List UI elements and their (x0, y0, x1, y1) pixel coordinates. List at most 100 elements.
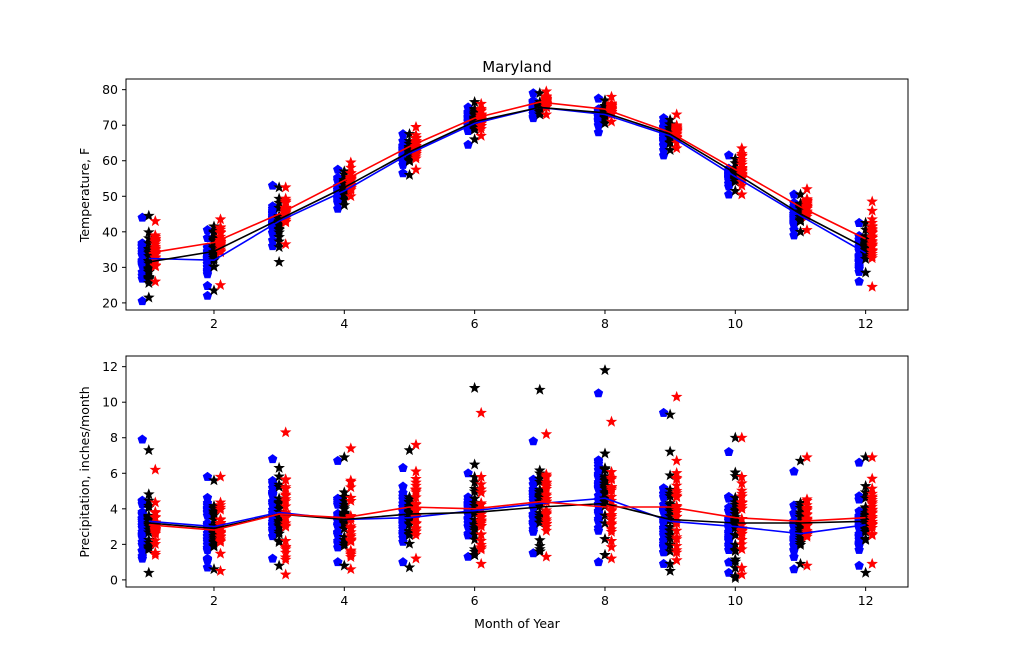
precipitation-red-point (149, 537, 162, 549)
precipitation-black-point (403, 561, 416, 573)
precipitation-red-point (345, 442, 357, 454)
temperature-red-point (345, 161, 357, 173)
temperature-x-tick-label: 4 (340, 316, 348, 331)
precipitation-black-point (534, 534, 546, 546)
precipitation-panel: 2 4 6 8 10 12 0 2 4 6 8 10 12 Precipitation, inches/… (77, 355, 909, 631)
precipitation-red-point (279, 568, 292, 580)
precipitation-blue-point (267, 454, 278, 464)
precipitation-blue-point (789, 466, 799, 476)
temperature-blue-point (593, 93, 604, 103)
temperature-red-point (410, 163, 422, 175)
precipitation-y-tick-label: 2 (110, 537, 118, 552)
temperature-red-point (670, 108, 683, 120)
precipitation-blue-point (724, 533, 734, 543)
precipitation-y-tick-label: 8 (110, 430, 118, 445)
precipitation-red-point (540, 428, 553, 440)
precipitation-red-point (670, 510, 683, 522)
temperature-y-axis-label: Temperature, F (77, 148, 92, 243)
temperature-red-point (801, 183, 813, 195)
temperature-x-tick-label: 10 (727, 316, 743, 331)
precipitation-red-point (540, 488, 553, 500)
precipitation-red-point (540, 507, 553, 519)
temperature-black-point (273, 241, 285, 253)
precipitation-red-point (736, 431, 748, 443)
temperature-y-tick-label: 40 (102, 224, 118, 239)
precipitation-red-point (149, 546, 162, 558)
temperature-red-point (475, 123, 487, 135)
precipitation-red-point (475, 557, 487, 569)
temperature-blue-point (267, 235, 278, 245)
precipitation-blue-point (137, 551, 148, 561)
precipitation-black-point (273, 534, 285, 546)
precipitation-black-point (338, 559, 351, 571)
precipitation-red-point (279, 519, 292, 531)
temperature-red-point (475, 129, 487, 141)
precipitation-red-point (345, 494, 357, 506)
temperature-x-tick-label: 8 (601, 316, 609, 331)
precipitation-red-point (540, 493, 553, 504)
temperature-y-tick-label: 30 (102, 260, 118, 275)
temperature-black-point (143, 226, 155, 238)
precipitation-red-point (801, 451, 813, 463)
precipitation-red-point (149, 496, 162, 508)
temperature-red-point (866, 280, 878, 292)
precipitation-red-point (475, 497, 487, 509)
precipitation-red-point (279, 500, 292, 512)
precipitation-red-point (540, 520, 553, 532)
temperature-blue-point (137, 296, 148, 306)
temperature-red-point (670, 142, 683, 154)
precipitation-red-point (605, 415, 618, 427)
precipitation-x-axis-label: Month of Year (474, 616, 560, 631)
precipitation-black-point (273, 470, 285, 482)
temperature-black-point (143, 272, 155, 284)
precipitation-red-point (410, 497, 422, 509)
precipitation-red-point (345, 522, 357, 534)
temperature-blue-point (398, 168, 408, 178)
precipitation-red-point (149, 525, 162, 537)
precipitation-y-tick-label: 10 (102, 395, 118, 410)
precipitation-red-point (475, 520, 487, 532)
precipitation-blue-point (593, 557, 604, 567)
precipitation-black-point (794, 454, 807, 466)
precipitation-black-point (338, 503, 351, 515)
temperature-x-tick-label: 12 (858, 316, 874, 331)
temperature-y-tick-label: 50 (102, 189, 118, 204)
temperature-black-point (859, 266, 872, 278)
precipitation-y-tick-label: 4 (110, 501, 118, 516)
temperature-red-point (149, 259, 162, 271)
precipitation-red-point (605, 552, 618, 564)
temperature-black-point (468, 133, 481, 145)
precipitation-red-point (670, 544, 683, 556)
temperature-red-point (279, 181, 292, 193)
precipitation-blue-point (724, 492, 734, 502)
precipitation-red-point (540, 550, 553, 562)
precipitation-y-tick-label: 0 (110, 572, 118, 587)
precipitation-x-tick-label: 10 (727, 593, 743, 608)
precipitation-red-point (410, 525, 422, 537)
precipitation-black-point (208, 563, 220, 575)
temperature-black-mean-line (148, 106, 866, 263)
precipitation-black-point (468, 381, 481, 393)
temperature-y-tick-label: 60 (102, 153, 118, 168)
temperature-black-point (338, 193, 351, 205)
precipitation-black-point (599, 447, 611, 459)
precipitation-blue-point (593, 508, 604, 518)
temperature-black-point (143, 291, 155, 303)
temperature-blue-point (724, 189, 734, 199)
temperature-red-point (736, 179, 748, 191)
precipitation-red-point (866, 451, 878, 463)
precipitation-red-point (670, 554, 683, 566)
precipitation-black-point (794, 557, 807, 569)
precipitation-red-point (670, 490, 683, 502)
precipitation-blue-point (463, 468, 473, 478)
precipitation-red-point (866, 557, 878, 569)
temperature-red-point (801, 193, 813, 205)
temperature-red-point (149, 275, 162, 287)
temperature-x-tick-label: 2 (210, 316, 218, 331)
precipitation-black-point (859, 566, 872, 578)
precipitation-red-point (605, 541, 618, 552)
temperature-panel: 2 4 6 8 10 12 20 30 40 50 60 70 80 Temperature, F (77, 78, 909, 331)
precipitation-red-point (345, 551, 357, 563)
precipitation-red-point (149, 463, 162, 475)
temperature-red-point (605, 115, 618, 127)
